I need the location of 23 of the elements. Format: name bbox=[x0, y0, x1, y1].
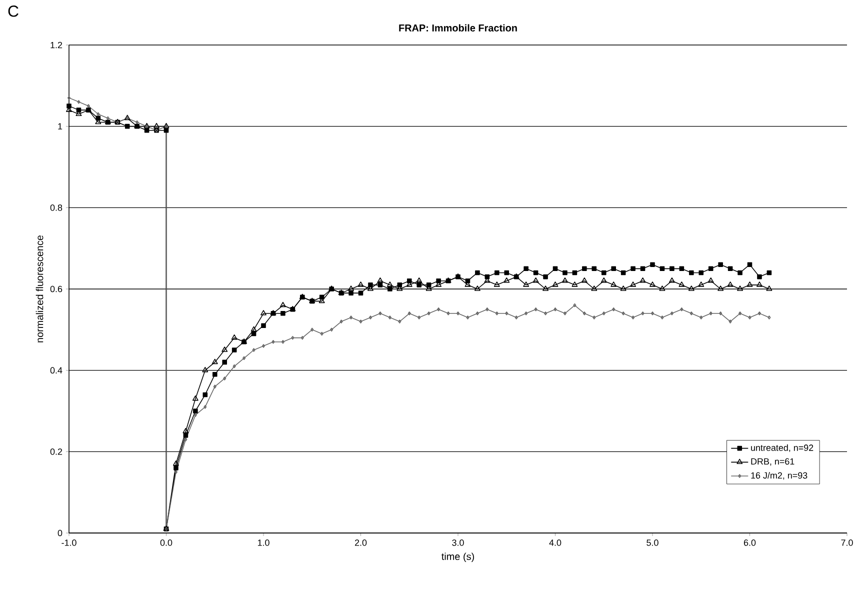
x-tick-label: 5.0 bbox=[646, 540, 658, 546]
x-tick-label: 7.0 bbox=[841, 540, 853, 546]
x-tick-label: 3.0 bbox=[452, 540, 464, 546]
x-tick-label: 0.0 bbox=[160, 540, 172, 546]
y-tick-label: 0.2 bbox=[50, 448, 62, 455]
x-tick-label: 2.0 bbox=[354, 540, 367, 546]
x-tick-label: 4.0 bbox=[549, 540, 562, 546]
chart-title: FRAP: Immobile Fraction bbox=[399, 24, 517, 32]
y-tick-label: 1.2 bbox=[50, 42, 62, 48]
y-tick-label: 0.6 bbox=[50, 286, 62, 292]
x-axis-title: time (s) bbox=[442, 552, 474, 562]
text: C bbox=[8, 6, 18, 17]
legend-label: untreated, n=92 bbox=[751, 444, 814, 452]
y-tick-label: 0.8 bbox=[50, 204, 62, 211]
x-tick-label: -1.0 bbox=[62, 540, 76, 546]
legend-label: DRB, n=61 bbox=[751, 458, 794, 466]
legend-label: 16 J/m2, n=93 bbox=[751, 472, 808, 480]
y-axis-title: normalized fluorescence bbox=[36, 235, 44, 342]
x-tick-label: 6.0 bbox=[744, 540, 756, 546]
y-tick-label: 0 bbox=[58, 530, 62, 536]
y-tick-label: 0.4 bbox=[50, 367, 62, 374]
x-tick-label: 1.0 bbox=[258, 540, 270, 546]
y-tick-label: 1 bbox=[58, 123, 62, 130]
